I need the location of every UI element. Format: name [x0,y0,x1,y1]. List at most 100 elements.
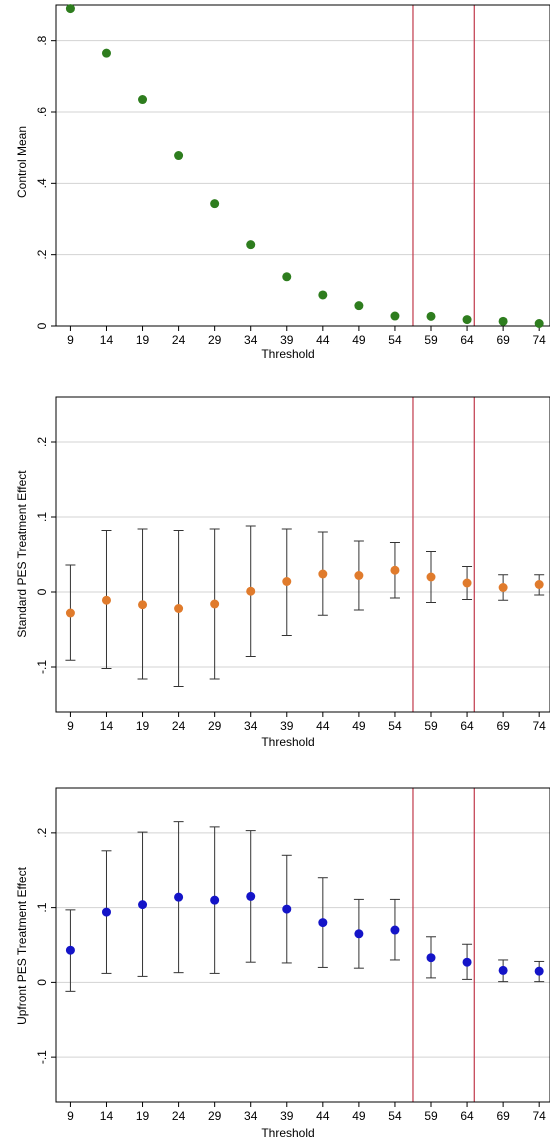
data-point [210,599,220,609]
data-point [534,580,544,589]
x-tick-label: 64 [460,333,474,347]
error-bars [65,821,545,992]
x-tick-label: 74 [533,719,547,733]
data-point [101,48,111,58]
data-point [426,311,436,321]
data-point [65,4,75,14]
data-point [210,895,220,905]
x-tick-label: 14 [100,1109,114,1123]
data-point [101,907,111,917]
x-tick-label: 74 [533,1109,547,1123]
x-tick-label: 29 [208,719,222,733]
y-tick-label: .2 [35,828,49,838]
y-tick-label: .2 [35,437,49,447]
x-tick-label: 69 [496,719,510,733]
y-axis-ticks: -.1 0 .1 .2 [35,828,56,1064]
data-point [282,577,292,586]
reference-lines [412,397,475,712]
control-mean-panel: Control Mean Threshold 0 .2 .4 .6 .8 9 14 19 24 2… [15,4,550,361]
plot-frame [55,396,550,713]
x-tick-label: 54 [388,1109,402,1123]
data-point [282,904,292,914]
x-axis-label: Threshold [261,347,314,361]
data-point [246,586,256,596]
x-axis-ticks: 9 14 19 24 29 34 39 44 49 54 59 64 69 74 [67,1102,546,1123]
data-point [426,953,436,963]
y-tick-label: 0 [35,588,49,595]
data-point [174,892,184,902]
x-tick-label: 64 [460,719,474,733]
data-point [282,272,292,282]
x-tick-label: 9 [67,719,74,733]
data-point [101,595,111,605]
x-tick-label: 44 [316,333,330,347]
x-tick-label: 39 [280,719,294,733]
x-tick-label: 19 [136,333,150,347]
x-tick-label: 19 [136,1109,150,1123]
data-point [246,240,256,250]
x-tick-label: 54 [388,333,402,347]
x-tick-label: 59 [424,719,438,733]
x-tick-label: 9 [67,333,74,347]
x-axis-ticks: 9 14 19 24 29 34 39 44 49 54 59 64 69 74 [67,712,546,733]
x-tick-label: 24 [172,719,186,733]
plot-frame [55,787,550,1103]
gridlines [56,40,550,327]
x-tick-label: 64 [460,1109,474,1123]
data-point [498,316,508,326]
x-tick-label: 74 [533,333,547,347]
y-tick-label: 0 [35,979,49,986]
data-point [354,929,364,939]
y-tick-label: .6 [35,107,49,117]
x-tick-label: 54 [388,719,402,733]
y-tick-label: -.1 [35,1050,49,1064]
y-axis-label: Control Mean [15,126,29,198]
x-tick-label: 69 [496,1109,510,1123]
data-point [462,315,472,325]
x-tick-label: 9 [67,1109,74,1123]
reference-lines [412,5,475,326]
x-tick-label: 24 [172,333,186,347]
x-tick-label: 14 [100,333,114,347]
gridlines [56,441,550,668]
error-bars [65,525,545,687]
data-point [174,151,184,161]
y-axis-ticks: 0 .2 .4 .6 .8 [35,35,56,329]
data-point [462,957,472,967]
data-point [534,319,544,329]
data-point [354,571,364,580]
data-point [246,891,256,901]
data-point [462,578,472,588]
y-axis-ticks: -.1 0 .1 .2 [35,437,56,674]
data-points [65,4,544,329]
x-tick-label: 59 [424,333,438,347]
x-tick-label: 29 [208,1109,222,1123]
x-tick-label: 49 [352,1109,366,1123]
data-point [318,569,328,579]
x-tick-label: 49 [352,333,366,347]
gridlines [56,832,550,1058]
standard-pes-panel: Standard PES Treatment Effect Threshold … [15,396,550,749]
x-tick-label: 34 [244,1109,258,1123]
data-point [534,966,544,976]
upfront-pes-panel: Upfront PES Treatment Effect Threshold -… [15,787,550,1140]
x-tick-label: 69 [496,333,510,347]
data-point [210,199,220,209]
y-axis-label: Upfront PES Treatment Effect [15,866,29,1025]
x-tick-label: 19 [136,719,150,733]
y-tick-label: .8 [35,35,49,45]
data-point [65,945,75,955]
x-tick-label: 34 [244,719,258,733]
data-point [390,565,400,575]
data-point [426,572,436,582]
y-tick-label: 0 [35,322,49,329]
data-point [138,600,148,610]
x-axis-label: Threshold [261,735,314,749]
plot-frame [55,4,550,327]
data-points [65,891,544,976]
data-point [65,608,75,618]
reference-lines [412,788,475,1102]
data-point [498,965,508,975]
x-tick-label: 39 [280,333,294,347]
